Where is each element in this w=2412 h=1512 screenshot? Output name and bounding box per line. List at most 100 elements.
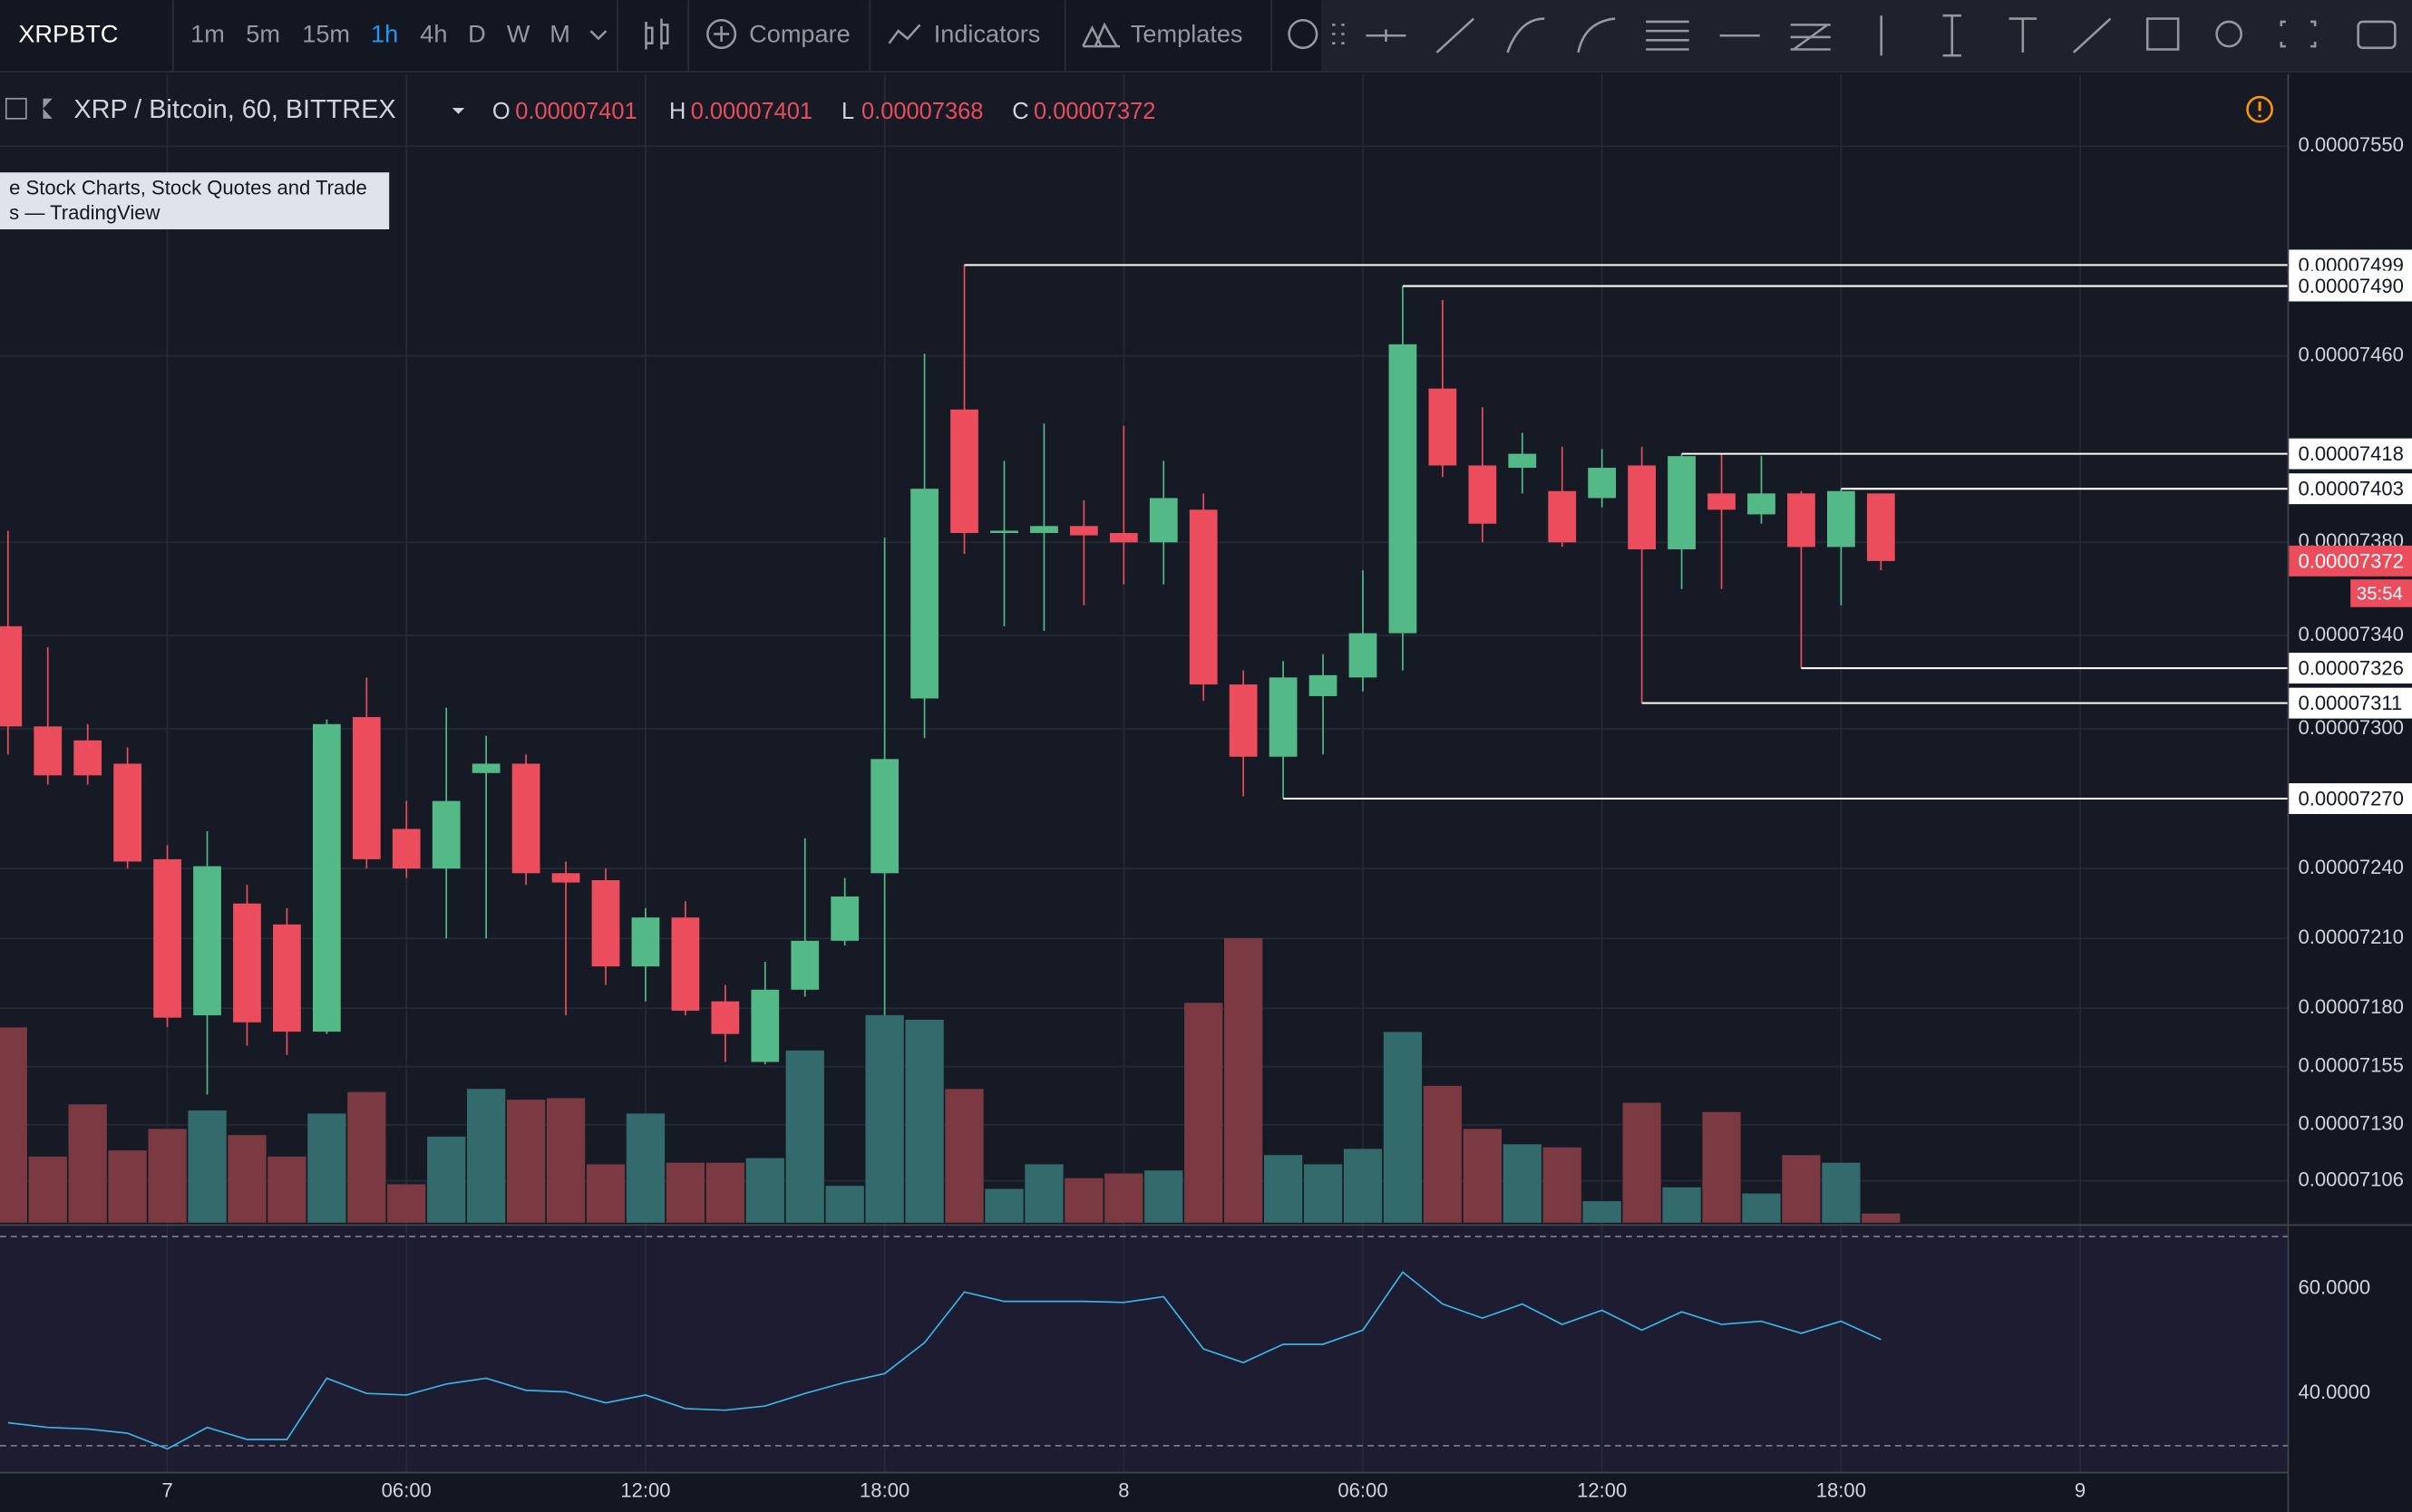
- interval-active[interactable]: 1h: [371, 19, 398, 47]
- candle-body: [990, 530, 1018, 534]
- candle-body: [910, 489, 939, 699]
- rsi-line: [7, 1271, 1882, 1450]
- x-tick-label: 18:00: [1816, 1479, 1866, 1502]
- volume-bar: [1702, 1111, 1741, 1223]
- interval[interactable]: M: [550, 19, 570, 47]
- volume-bar: [0, 1027, 27, 1223]
- volume-bar: [108, 1150, 147, 1223]
- tool-pitchfork[interactable]: [1506, 17, 1545, 53]
- volume-bar: [666, 1162, 705, 1223]
- candle-body: [392, 829, 421, 869]
- ohlc-label: L: [841, 99, 854, 124]
- volume-bar: [1343, 1149, 1383, 1223]
- volume-bar: [745, 1158, 784, 1223]
- candle-body: [1428, 388, 1457, 466]
- volume-bar: [1542, 1147, 1581, 1223]
- templates-button[interactable]: Templates: [1131, 19, 1243, 47]
- ohlc-value: 0.00007401: [515, 99, 637, 124]
- tool-ray[interactable]: [2072, 17, 2112, 53]
- candle-body: [551, 873, 580, 883]
- ohlc-value: 0.00007372: [1034, 99, 1155, 124]
- price-line-label-box: [2289, 653, 2412, 684]
- tool-text[interactable]: [2008, 17, 2038, 53]
- interval[interactable]: 5m: [246, 19, 280, 47]
- candle-body: [1787, 493, 1815, 548]
- rsi-tick-label: 60.0000: [2298, 1276, 2370, 1299]
- volume-bar: [68, 1104, 107, 1223]
- volume-bar: [1582, 1201, 1621, 1223]
- tool-fib[interactable]: [1646, 20, 1689, 51]
- volume-bar: [1662, 1187, 1701, 1223]
- price-line-label-box: [2289, 270, 2412, 302]
- tooltip: [0, 172, 390, 229]
- countdown-label: 35:54: [2357, 585, 2403, 605]
- tool-curve[interactable]: [1577, 17, 1616, 53]
- candle-body: [0, 625, 23, 727]
- volume-bar: [1782, 1155, 1821, 1223]
- volume-bar: [546, 1098, 586, 1223]
- tool-trend-line[interactable]: [1435, 17, 1475, 53]
- candle-body: [870, 759, 900, 874]
- tool-measure[interactable]: [1942, 14, 1961, 57]
- chart-style-button[interactable]: [645, 18, 669, 50]
- candle-body: [591, 880, 620, 967]
- y-tick-label: 0.00007180: [2298, 995, 2403, 1018]
- legend-collapse[interactable]: [43, 98, 53, 119]
- indicators-button[interactable]: Indicators: [934, 19, 1041, 47]
- tooltip-text: s — TradingView: [9, 201, 160, 224]
- x-tick-label: 8: [1118, 1479, 1129, 1502]
- candle-body: [1548, 490, 1577, 543]
- candle-body: [312, 723, 341, 1032]
- candle-body: [831, 897, 860, 941]
- legend-toggle[interactable]: [5, 97, 27, 120]
- plot: [0, 73, 2288, 1472]
- volume-bar: [1503, 1144, 1542, 1223]
- toolbar-handle: [1332, 24, 1345, 44]
- interval[interactable]: W: [507, 19, 530, 47]
- interval[interactable]: 1m: [190, 19, 225, 47]
- volume-bar: [1263, 1155, 1303, 1223]
- tool-rectangle[interactable]: [2145, 17, 2180, 51]
- price-line-label: 0.00007418: [2298, 442, 2403, 465]
- candle-body: [1030, 526, 1058, 534]
- volume-bar: [148, 1129, 187, 1223]
- snapshot-button[interactable]: [2357, 20, 2397, 50]
- volume-bar: [1104, 1173, 1143, 1223]
- volume-bar: [28, 1156, 67, 1223]
- tool-gann[interactable]: [1790, 24, 1831, 51]
- interval[interactable]: 15m: [302, 19, 350, 47]
- candle-body: [432, 800, 461, 869]
- candle-body: [193, 866, 221, 1016]
- templates-icon[interactable]: [1082, 22, 1120, 48]
- compare-icon[interactable]: [714, 26, 730, 43]
- alert-icon[interactable]: [1288, 18, 1318, 50]
- volume-bar: [427, 1136, 466, 1223]
- compare-button[interactable]: Compare: [749, 19, 851, 47]
- candle-body: [1149, 498, 1178, 543]
- compare-icon[interactable]: [706, 18, 737, 50]
- warning-icon[interactable]: [2246, 95, 2273, 123]
- series-title[interactable]: XRP / Bitcoin, 60, BITTREX: [73, 95, 395, 124]
- fullscreen-button[interactable]: [2280, 20, 2317, 48]
- volume-bar: [945, 1089, 984, 1223]
- tool-horizontal-ray[interactable]: [1366, 29, 1406, 43]
- y-tick-label: 0.00007340: [2298, 623, 2403, 645]
- interval[interactable]: D: [468, 19, 486, 47]
- price-pane: [0, 73, 2288, 1225]
- last-price-label: 0.00007372: [2298, 549, 2403, 572]
- price-line-label: 0.00007270: [2298, 788, 2403, 810]
- interval[interactable]: 4h: [420, 19, 447, 47]
- interval-dropdown[interactable]: [589, 30, 608, 41]
- symbol[interactable]: XRPBTC: [18, 19, 118, 47]
- volume-bar: [1622, 1102, 1661, 1223]
- indicators-icon[interactable]: [888, 24, 921, 44]
- settings-button[interactable]: [2215, 20, 2242, 48]
- overlay: 7 06:00 12:00 18:00 8 06:00 12:00 18:00 9 0.00007…: [161, 133, 2412, 1502]
- volume-bar: [1862, 1213, 1901, 1223]
- price-line-label-box: [2289, 473, 2412, 505]
- series-dropdown[interactable]: [452, 107, 465, 114]
- candle-body: [1348, 633, 1377, 678]
- volume-bar: [1383, 1032, 1423, 1223]
- volume-bar: [347, 1091, 386, 1223]
